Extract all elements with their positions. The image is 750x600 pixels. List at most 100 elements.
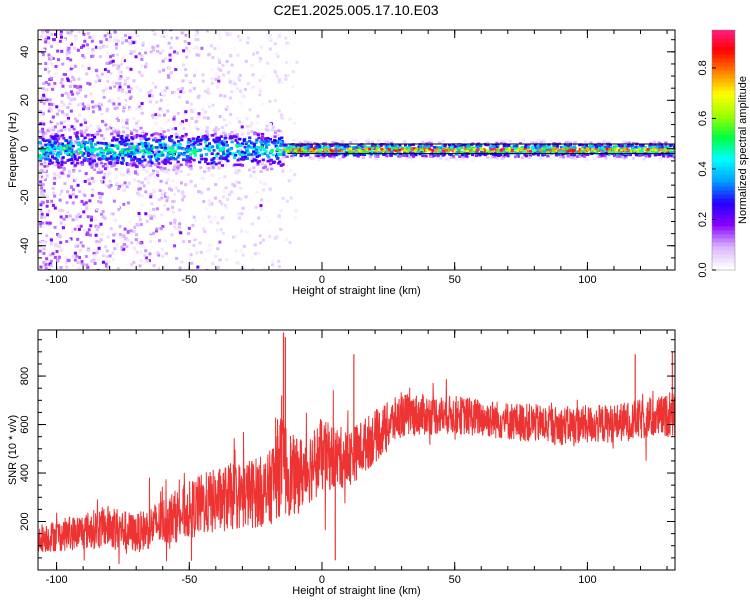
spectrogram-cell	[214, 183, 218, 187]
spectrogram-cell	[108, 155, 112, 159]
spectrogram-cell	[53, 163, 57, 167]
spectrogram-cell	[120, 89, 124, 93]
spectrogram-cell	[672, 155, 675, 159]
spectrogram-cell	[203, 110, 207, 114]
spectrogram-cell	[159, 98, 163, 102]
spectrogram-cell	[65, 113, 69, 117]
spectrogram-cell	[150, 202, 154, 206]
spectrogram-cell	[143, 141, 147, 145]
spectrogram-cell	[178, 43, 182, 47]
spectrogram-cell	[66, 210, 70, 214]
spectrogram-cell	[56, 232, 60, 236]
spectrogram-cell	[132, 230, 136, 234]
spectrogram-cell	[127, 138, 131, 142]
spectrogram-cell	[70, 97, 74, 101]
spectrogram-cell	[122, 268, 126, 270]
spectrogram-cell	[68, 238, 72, 242]
spectrogram-cell	[89, 92, 93, 96]
spectrogram-cell	[277, 259, 281, 263]
spectrogram-cell	[203, 258, 207, 262]
spectrogram-cell	[210, 81, 214, 85]
spectrogram-cell	[90, 176, 94, 180]
spectrogram-cell	[149, 239, 153, 243]
spectrogram-cell	[52, 84, 56, 88]
spectrogram-cell	[119, 75, 123, 79]
spectrogram-cell	[41, 191, 45, 195]
spectrogram-cell	[73, 97, 77, 101]
spectrogram-cell	[42, 93, 46, 97]
spectrogram-cell	[40, 96, 44, 100]
spectrogram-cell	[451, 155, 455, 158]
spectrogram-cell	[190, 261, 194, 265]
spectrogram-cell	[205, 30, 209, 33]
spectrogram-cell	[251, 85, 255, 89]
spectrogram-cell	[253, 243, 257, 247]
spectrogram-cell	[144, 177, 148, 181]
spectrogram-cell	[104, 123, 108, 127]
spectrogram-cell	[167, 168, 171, 172]
spectrogram-cell	[177, 225, 181, 229]
spectrogram-cell	[229, 113, 233, 117]
spectrogram-cell	[291, 85, 295, 89]
spectrogram-cell	[211, 103, 215, 107]
spectrogram-cell	[130, 241, 134, 245]
spectrogram-cell	[50, 119, 54, 122]
spectrogram-cell	[367, 138, 371, 142]
spectrogram-cell	[122, 59, 126, 63]
spectrogram-cell	[43, 215, 47, 219]
spectrogram-cell	[500, 139, 504, 143]
spectrogram-cell	[43, 136, 47, 140]
spectrogram-cell	[253, 74, 257, 78]
spectrogram-cell	[268, 167, 272, 171]
spectrogram-cell	[102, 137, 106, 141]
spectrogram-cell	[116, 96, 120, 100]
spectrogram-cell	[71, 188, 75, 192]
spectrogram-cell	[199, 166, 203, 170]
spectrogram-cell	[56, 259, 60, 263]
spectrogram-cell	[622, 145, 626, 148]
spectrogram-cell	[77, 227, 81, 231]
spectrogram-cell	[62, 217, 66, 221]
spectrogram-cell	[82, 32, 86, 36]
spectrogram-cell	[255, 121, 259, 124]
spectrogram-cell	[102, 120, 106, 124]
spectrogram-cell	[231, 102, 235, 106]
spectrogram-cell	[107, 69, 111, 73]
spectrogram-cell	[90, 100, 94, 104]
spectrogram-cell	[56, 112, 60, 116]
spectrogram-cell	[69, 31, 73, 35]
spectrogram-cell	[97, 225, 101, 229]
spectrogram-cell	[163, 219, 167, 223]
spectrogram-cell	[240, 132, 244, 136]
spectrogram-cell	[113, 30, 117, 34]
spectrogram-cell	[137, 187, 141, 191]
spectrogram-cell	[97, 240, 101, 244]
spectrogram-cell	[607, 145, 611, 148]
spectrogram-cell	[239, 227, 243, 231]
spectrogram-cell	[69, 138, 73, 142]
spectrogram-cell	[69, 109, 73, 113]
spectrogram-cell	[134, 233, 138, 237]
spectrogram-cell	[57, 142, 61, 146]
spectrogram-cell	[78, 248, 82, 252]
spectrogram-cell	[51, 203, 55, 207]
spectrogram-cell	[79, 241, 83, 245]
spectrogram-cell	[61, 62, 65, 66]
spectrogram-cell	[103, 34, 107, 38]
spectrogram-cell	[75, 135, 79, 139]
spectrogram-cell	[234, 171, 238, 175]
spectrogram-cell	[136, 191, 140, 195]
spectrogram-cell	[116, 53, 120, 57]
spectrogram-cell	[549, 147, 553, 150]
spectrogram-cell	[634, 151, 638, 155]
spectrogram-cell	[105, 51, 109, 55]
spectrogram-cell	[60, 209, 64, 213]
spectrogram-cell	[123, 33, 127, 37]
spectrogram-cell	[421, 149, 425, 152]
spectrogram-cell	[262, 188, 266, 192]
spectrogram-cell	[153, 32, 157, 36]
spectrogram-cell	[172, 154, 176, 157]
spectrogram-cell	[236, 158, 240, 162]
spectrogram-cell	[161, 225, 165, 229]
spectrogram-cell	[419, 147, 423, 150]
